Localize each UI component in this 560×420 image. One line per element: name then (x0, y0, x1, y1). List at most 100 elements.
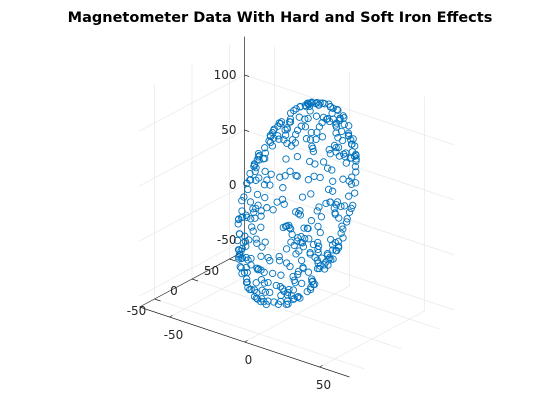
data-point (332, 129, 340, 137)
data-point (252, 204, 260, 213)
data-point (253, 239, 261, 247)
data-point (268, 142, 277, 150)
data-point (264, 278, 272, 287)
data-point (260, 181, 269, 189)
data-point (286, 118, 295, 126)
data-point (326, 150, 334, 158)
data-point (282, 222, 290, 231)
data-point (253, 289, 261, 297)
data-point (335, 152, 344, 160)
data-point (261, 238, 269, 246)
x-tick-label: 0 (245, 353, 253, 367)
data-point (311, 253, 319, 262)
data-point (345, 208, 354, 216)
data-point (249, 227, 257, 235)
data-point (252, 279, 260, 287)
data-point (275, 135, 283, 143)
data-point (296, 207, 304, 215)
data-point (342, 149, 350, 157)
data-point (350, 152, 359, 161)
data-point (270, 298, 278, 306)
data-point (266, 138, 275, 147)
data-point (240, 193, 248, 201)
data-point (267, 170, 275, 178)
data-point (303, 224, 312, 232)
data-point (335, 214, 343, 222)
data-point (312, 112, 321, 120)
data-point (349, 201, 357, 210)
data-point (339, 234, 347, 242)
data-point (266, 181, 274, 189)
data-point (309, 277, 317, 285)
data-point (280, 200, 288, 208)
data-point (261, 288, 269, 296)
data-point (261, 144, 269, 152)
data-point (316, 173, 324, 182)
data-point (317, 213, 326, 221)
data-point (305, 235, 313, 243)
data-point (278, 285, 287, 293)
data-point (314, 245, 322, 254)
data-point (309, 144, 317, 153)
data-point (244, 185, 252, 194)
data-point (336, 115, 344, 123)
data-point (251, 214, 259, 222)
data-point (299, 243, 308, 251)
data-point (301, 123, 310, 131)
data-point (255, 156, 263, 164)
data-point (252, 176, 260, 184)
data-point (306, 136, 315, 144)
data-point (283, 125, 291, 133)
data-point (314, 238, 322, 247)
z-tick-label: 50 (221, 123, 236, 137)
data-point (242, 253, 250, 262)
grid-line (139, 74, 245, 132)
data-point (292, 130, 300, 139)
z-tick-label: 100 (214, 68, 237, 82)
data-point (300, 224, 308, 232)
z-tick-mark (244, 74, 250, 77)
data-point (338, 136, 347, 145)
data-point (253, 264, 261, 272)
data-point (318, 254, 326, 262)
data-point (331, 209, 339, 217)
data-point (235, 230, 244, 238)
data-point (330, 141, 339, 150)
data-point (304, 268, 313, 276)
chart-title: Magnetometer Data With Hard and Soft Iro… (67, 10, 493, 26)
data-point (314, 242, 323, 250)
data-point (286, 167, 294, 175)
data-point (266, 257, 274, 265)
data-point (337, 229, 345, 237)
data-point (340, 120, 348, 129)
data-point (284, 300, 292, 308)
data-point (319, 158, 328, 166)
data-point (287, 142, 296, 150)
data-point (339, 225, 347, 233)
data-point (309, 147, 318, 156)
data-point (326, 102, 335, 111)
data-point (298, 279, 306, 288)
data-point (288, 230, 296, 239)
data-point (332, 121, 340, 129)
data-point (279, 184, 287, 192)
data-point (235, 215, 243, 223)
data-point (282, 155, 290, 163)
data-point (257, 223, 265, 231)
data-point (293, 152, 302, 161)
data-point (292, 171, 300, 180)
data-point (307, 128, 315, 137)
data-point (245, 236, 253, 244)
data-point (308, 98, 316, 107)
data-point (258, 295, 266, 303)
data-point (261, 167, 269, 176)
grid-line (244, 129, 455, 201)
data-point (294, 234, 302, 242)
data-point (307, 217, 316, 225)
tick-labels: -50 0 50 -50 0 50 -50 0 50 100 (127, 68, 331, 392)
data-point (324, 251, 332, 259)
x-tick-mark (319, 365, 323, 368)
data-point (318, 133, 327, 141)
data-point (286, 115, 295, 123)
